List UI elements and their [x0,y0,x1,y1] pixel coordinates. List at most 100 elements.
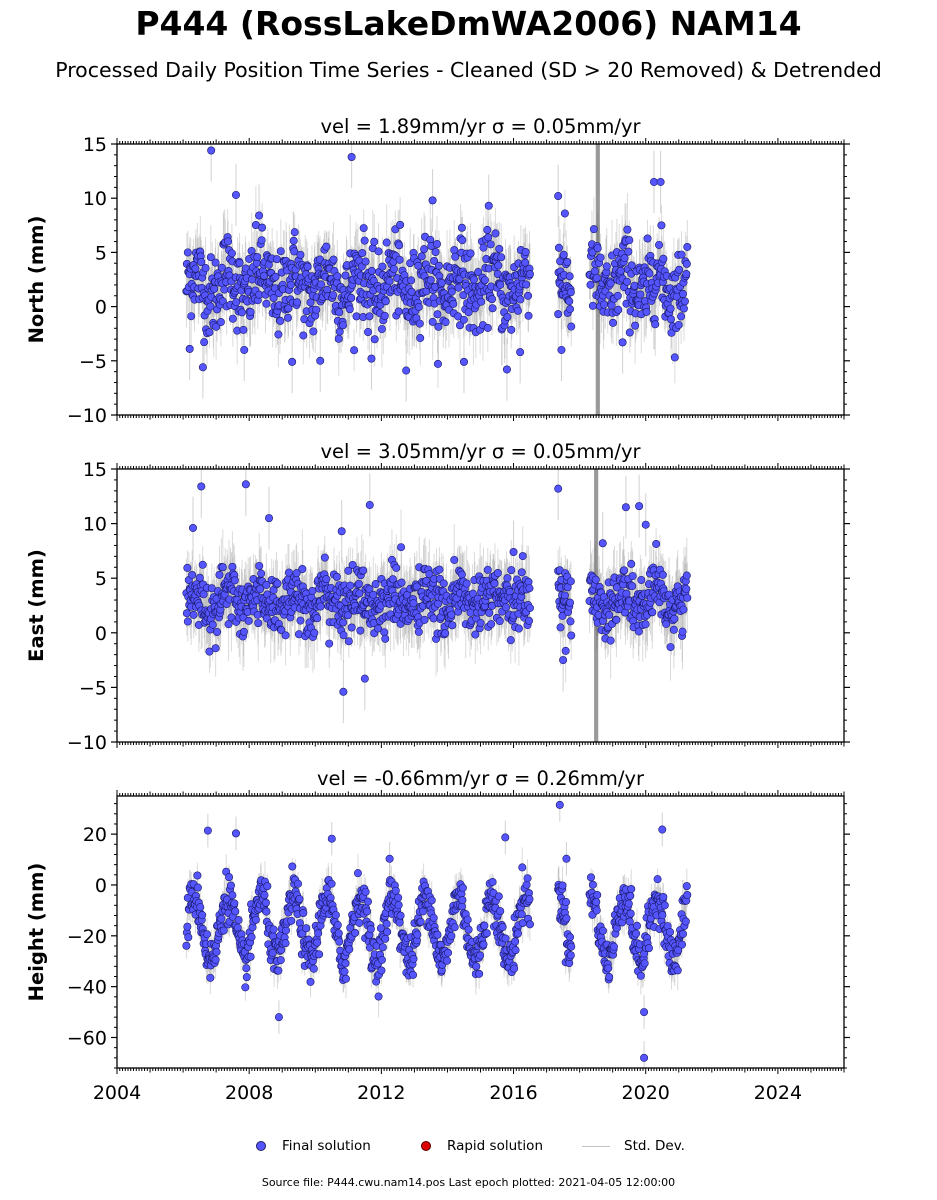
north-data-point [240,345,249,354]
north-data-point [262,299,271,308]
east-y-tick-label: 10 [83,514,107,536]
north-data-point [474,268,483,277]
east-data-point [554,484,563,493]
north-data-point [430,256,439,265]
north-data-point [345,305,354,314]
north-data-point [565,272,574,281]
north-y-tick-label: 10 [83,188,107,210]
north-data-point [363,328,372,337]
north-data-point [554,310,563,319]
north-data-point [197,257,206,266]
north-data-point [227,249,236,258]
east-data-point [462,579,471,588]
north-data-point [284,304,293,313]
east-data-point [188,570,197,579]
east-data-point [435,565,444,574]
north-y-tick-label: 0 [95,297,107,319]
north-data-point [554,192,563,201]
north-data-point [341,271,350,280]
east-data-point [490,579,499,588]
north-data-point [200,338,209,347]
north-data-point [606,279,615,288]
east-data-point [365,501,374,510]
north-data-point [205,328,214,337]
north-data-point [586,280,595,289]
north-data-point [469,275,478,284]
north-data-point [407,276,416,285]
north-data-point [503,312,512,321]
north-data-point [217,263,226,272]
north-data-point [457,223,466,232]
north-data-point [239,325,248,334]
north-data-point [590,267,599,276]
north-data-point [329,255,338,264]
north-data-point [655,240,664,249]
east-data-point [483,565,492,574]
north-data-point [420,245,429,254]
north-data-point [441,318,450,327]
east-data-point [241,480,250,489]
east-data-point [503,574,512,583]
north-data-point [367,354,376,363]
north-data-point [497,253,506,262]
north-data-point [522,280,531,289]
chart-title: P444 (RossLakeDmWA2006) NAM14 [135,4,802,43]
east-data-point [255,561,264,570]
east-data-point [183,563,192,572]
north-data-point [352,312,361,321]
north-data-point [183,248,192,257]
east-data-point [344,637,353,646]
east-data-point [670,614,679,623]
north-data-point [253,253,262,262]
east-data-point [420,615,429,624]
east-data-point [208,620,217,629]
east-data-point [239,627,248,636]
east-data-point [506,636,515,645]
east-data-point [365,585,374,594]
north-y-tick-label: 5 [95,242,107,264]
east-data-point [559,656,568,665]
north-y-tick-label: −10 [67,405,107,427]
north-data-point [488,295,497,304]
north-data-point [488,304,497,313]
north-data-point [333,272,342,281]
north-data-point [454,283,463,292]
east-data-point [360,674,369,683]
east-data-point [566,617,575,626]
east-y-tick-label: 15 [83,459,107,481]
east-data-point [566,577,575,586]
north-data-point [395,241,404,250]
north-data-point [269,294,278,303]
north-data-point [625,236,634,245]
north-data-point [431,247,440,256]
north-data-point [303,262,312,271]
east-data-point [493,569,502,578]
north-data-point [374,247,383,256]
north-data-point [316,356,325,365]
north-data-point [507,325,516,334]
east-data-point [189,523,198,532]
north-data-point [402,366,411,375]
east-data-point [509,547,518,556]
north-data-point [625,328,634,337]
north-data-point [434,322,443,331]
north-data-point [224,237,233,246]
east-data-point [292,569,301,578]
east-data-point [447,610,456,619]
north-data-point [201,264,210,273]
north-data-point [211,258,220,267]
north-data-point [347,153,356,162]
east-data-point [556,623,565,632]
east-data-point [284,568,293,577]
north-data-point [365,312,374,321]
north-data-point [216,318,225,327]
north-panel: −10 −5 0 5 10 15 vel = 1.89mm/yr σ = 0.05mm/yr… [25,115,850,427]
east-data-point [347,623,356,632]
east-data-point [224,620,233,629]
north-data-point [449,299,458,308]
north-data-point [396,220,405,229]
north-data-point [627,261,636,270]
east-data-point [273,579,282,588]
north-data-point [656,177,665,186]
north-data-point [312,305,321,314]
